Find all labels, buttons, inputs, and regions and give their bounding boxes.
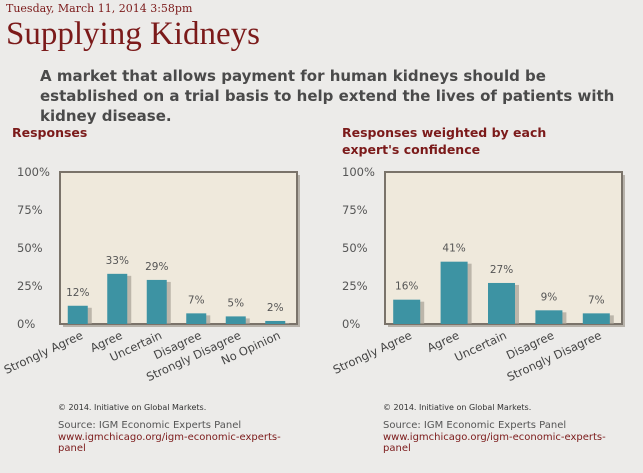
copyright-2: © 2014. Initiative on Global Markets. xyxy=(383,403,532,412)
data-label: 12% xyxy=(66,287,89,299)
data-label: 7% xyxy=(188,294,205,306)
bar xyxy=(440,261,468,324)
bar xyxy=(225,316,246,324)
source: Source: IGM Economic Experts Panel www.ig… xyxy=(58,420,298,455)
data-label: 5% xyxy=(227,297,244,309)
y-tick-label: 75% xyxy=(17,203,43,217)
chart-weighted: 0%25%50%75%100%16%Strongly Agree41%Agree… xyxy=(331,165,625,384)
source-text: Source: IGM Economic Experts Panel xyxy=(58,420,242,431)
plot-area xyxy=(59,171,298,325)
page-title: Supplying Kidneys xyxy=(6,16,260,52)
chart-responses: 0%25%50%75%100%12%Strongly Agree33%Agree… xyxy=(2,165,300,384)
y-tick-label: 0% xyxy=(342,317,360,331)
data-label: 33% xyxy=(106,255,129,267)
post-date: Tuesday, March 11, 2014 3:58pm xyxy=(6,2,193,15)
bar xyxy=(582,313,610,324)
category-label: Strongly Agree xyxy=(331,328,414,377)
data-label: 7% xyxy=(588,294,605,306)
bar xyxy=(186,313,207,324)
chart-title-weighted: Responses weighted by each expert's conf… xyxy=(342,125,547,157)
copyright: © 2014. Initiative on Global Markets. xyxy=(58,403,207,412)
bar xyxy=(265,320,286,324)
bar xyxy=(107,273,128,324)
y-tick-label: 100% xyxy=(342,165,375,179)
category-label: Uncertain xyxy=(452,328,509,364)
y-tick-label: 50% xyxy=(342,241,368,255)
y-tick-label: 50% xyxy=(17,241,43,255)
bar xyxy=(393,299,421,324)
y-tick-label: 75% xyxy=(342,203,368,217)
data-label: 9% xyxy=(541,291,558,303)
source-link-2[interactable]: www.igmchicago.org/igm-economic-experts-… xyxy=(383,431,606,455)
data-label: 29% xyxy=(145,261,168,273)
bar xyxy=(146,279,167,324)
data-label: 2% xyxy=(267,302,284,314)
y-tick-label: 0% xyxy=(17,317,35,331)
bar xyxy=(535,310,563,324)
source-text-2: Source: IGM Economic Experts Panel xyxy=(383,420,567,431)
category-label: Strongly Agree xyxy=(2,328,85,377)
y-tick-label: 100% xyxy=(17,165,50,179)
source-2: Source: IGM Economic Experts Panel www.ig… xyxy=(383,420,623,455)
data-label: 41% xyxy=(442,243,465,255)
y-tick-label: 25% xyxy=(342,279,368,293)
source-link[interactable]: www.igmchicago.org/igm-economic-experts-… xyxy=(58,431,281,455)
chart-title-responses: Responses xyxy=(12,125,88,140)
data-label: 16% xyxy=(395,281,418,293)
bar xyxy=(67,305,88,324)
y-tick-label: 25% xyxy=(17,279,43,293)
bar xyxy=(488,282,515,324)
statement: A market that allows payment for human k… xyxy=(40,67,615,125)
data-label: 27% xyxy=(490,264,513,276)
